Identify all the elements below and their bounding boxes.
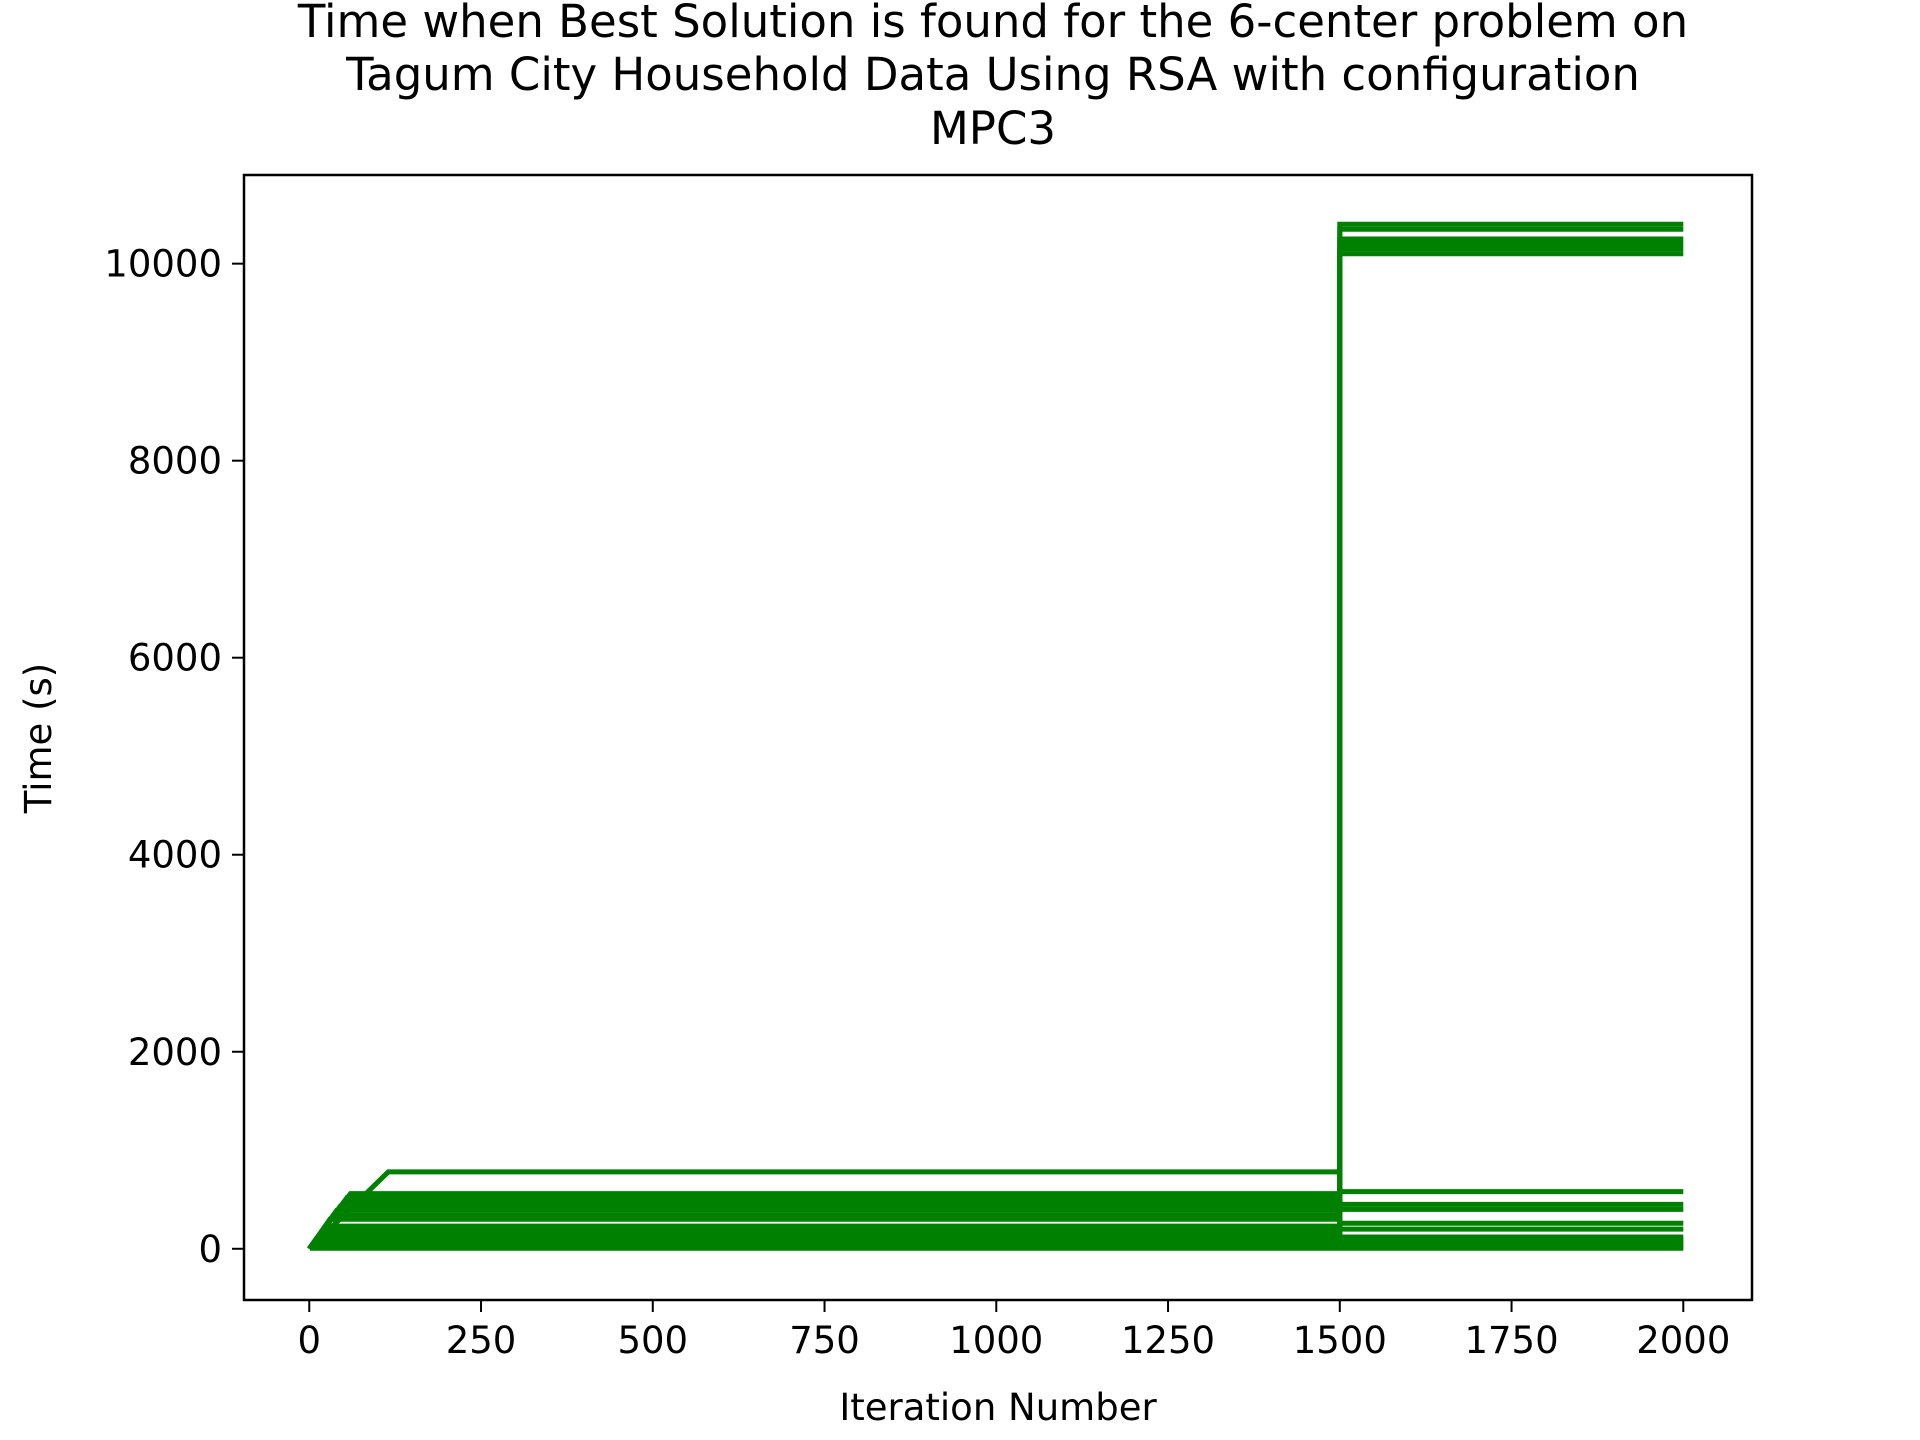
- x-tick-label: 1000: [949, 1319, 1043, 1362]
- series-group: [307, 221, 1684, 1251]
- y-axis-label: Time (s): [17, 663, 60, 814]
- series-line-3: [307, 226, 1684, 1251]
- x-tick-label: 1250: [1121, 1319, 1215, 1362]
- chart-title-line-1: Time when Best Solution is found for the…: [297, 0, 1688, 48]
- x-tick-label: 750: [789, 1319, 860, 1362]
- x-axis-label: Iteration Number: [839, 1386, 1157, 1429]
- chart-title-line-2: Tagum City Household Data Using RSA with…: [345, 48, 1640, 101]
- series-line-5: [307, 241, 1684, 1251]
- x-tick-label: 0: [297, 1319, 321, 1362]
- series-line-2: [307, 221, 1684, 1251]
- x-tick-label: 250: [446, 1319, 517, 1362]
- series-line-1: [307, 1169, 1340, 1251]
- y-axis-ticks: 0 2000 4000 6000 8000 10000: [104, 243, 244, 1271]
- x-tick-label: 2000: [1636, 1319, 1730, 1362]
- y-tick-label: 10000: [104, 243, 222, 286]
- series-line-18: [307, 1245, 1684, 1251]
- y-tick-label: 4000: [128, 834, 222, 877]
- y-tick-label: 2000: [128, 1031, 222, 1074]
- y-tick-label: 6000: [128, 637, 222, 680]
- plot-area-frame: [242, 173, 1754, 1302]
- y-tick-label: 0: [198, 1228, 222, 1271]
- x-axis-ticks: 0 250 500 750 1000 1250 1500 1750 2000: [297, 1300, 1730, 1362]
- x-tick-label: 1500: [1293, 1319, 1387, 1362]
- series-line-6: [307, 246, 1684, 1251]
- chart-title: Time when Best Solution is found for the…: [297, 0, 1688, 155]
- x-tick-label: 1750: [1464, 1319, 1558, 1362]
- series-line-7: [307, 251, 1684, 1251]
- x-tick-label: 500: [617, 1319, 688, 1362]
- chart-title-line-3: MPC3: [930, 102, 1056, 155]
- y-tick-label: 8000: [128, 440, 222, 483]
- series-line-4: [307, 236, 1684, 1251]
